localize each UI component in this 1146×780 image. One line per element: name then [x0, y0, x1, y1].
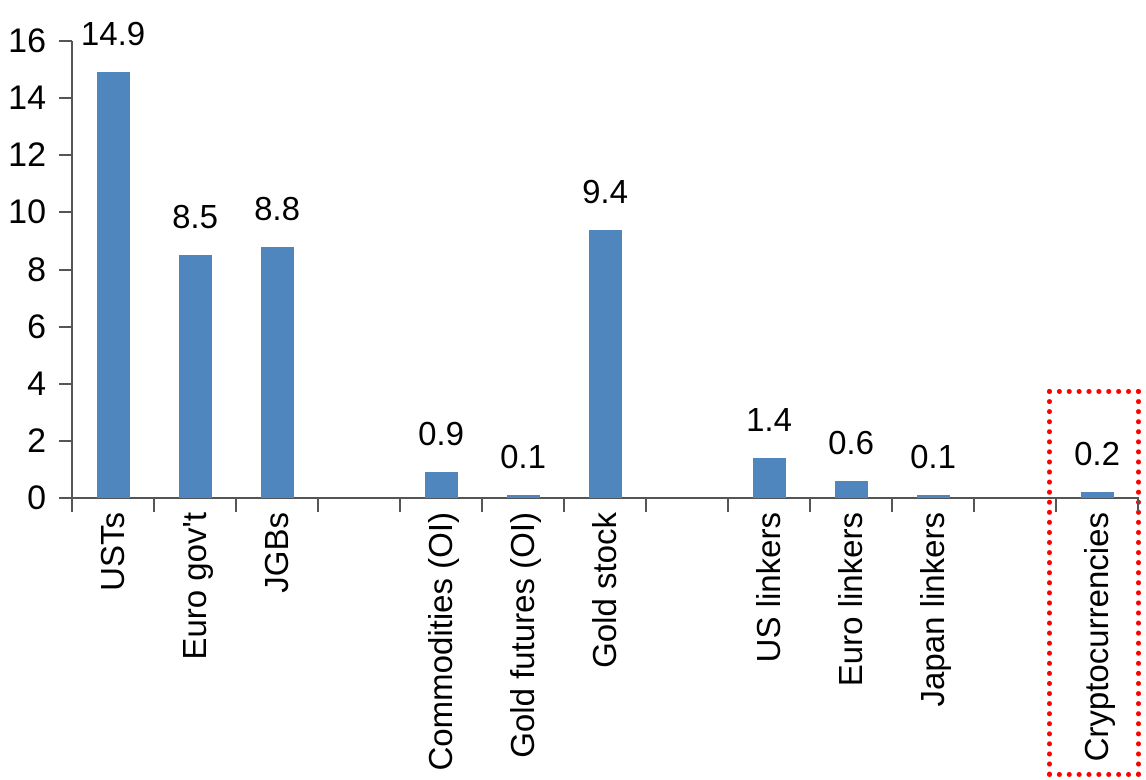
category-label-japan-linkers: Japan linkers — [914, 512, 951, 707]
bar-euro-gov-t — [179, 255, 212, 498]
x-axis-tick — [973, 498, 975, 512]
y-axis-tick-label: 8 — [27, 250, 46, 289]
y-axis-tick — [59, 325, 72, 328]
y-axis-tick — [59, 154, 72, 157]
x-axis-tick — [399, 498, 401, 512]
x-axis-tick — [1137, 498, 1139, 512]
x-axis-tick — [563, 498, 565, 512]
y-axis-tick — [59, 497, 72, 499]
y-axis-tick — [59, 382, 72, 385]
category-label-jgbs: JGBs — [258, 512, 295, 593]
y-axis-line — [71, 41, 73, 512]
y-axis-tick-label: 12 — [8, 136, 46, 175]
x-axis-tick — [235, 498, 237, 512]
y-axis-tick — [59, 268, 72, 271]
value-label-euro-linkers: 0.6 — [828, 424, 874, 461]
x-axis-tick — [727, 498, 729, 512]
y-axis-tick-label: 14 — [8, 79, 46, 118]
y-axis-tick-label: 16 — [8, 22, 46, 60]
category-label-gold-futures-oi: Gold futures (OI) — [504, 512, 541, 758]
x-axis-tick — [891, 498, 893, 512]
x-axis-tick — [645, 498, 647, 512]
y-axis-tick — [59, 439, 72, 442]
category-label-us-linkers: US linkers — [750, 512, 787, 663]
value-label-gold-futures-oi: 0.1 — [500, 438, 546, 475]
bar-commodities-oi — [425, 472, 458, 498]
y-axis-tick-label: 10 — [8, 193, 46, 232]
y-axis-tick — [59, 97, 72, 100]
category-label-usts: USTs — [94, 512, 131, 591]
x-axis-tick — [809, 498, 811, 512]
value-label-japan-linkers: 0.1 — [910, 438, 956, 475]
bar-euro-linkers — [835, 481, 868, 498]
category-label-commodities-oi: Commodities (OI) — [422, 512, 459, 771]
value-label-cryptocurrencies: 0.2 — [1074, 435, 1120, 472]
x-axis-line — [71, 497, 1139, 499]
x-axis-tick — [481, 498, 483, 512]
category-label-gold-stock: Gold stock — [586, 512, 623, 668]
value-label-euro-gov-t: 8.5 — [172, 198, 218, 235]
value-label-gold-stock: 9.4 — [582, 173, 628, 210]
y-axis-tick-label: 2 — [27, 421, 46, 460]
x-axis-tick — [71, 498, 73, 512]
x-axis-tick — [317, 498, 319, 512]
category-label-cryptocurrencies: Cryptocurrencies — [1078, 512, 1115, 762]
bar-cryptocurrencies — [1081, 492, 1114, 498]
y-axis-tick — [59, 211, 72, 214]
y-axis-tick — [59, 40, 72, 42]
y-axis-tick-label: 6 — [27, 307, 46, 346]
highlight-box — [1047, 389, 1141, 777]
bar-gold-futures-oi — [507, 495, 540, 498]
bar-us-linkers — [753, 458, 786, 498]
bar-gold-stock — [589, 230, 622, 498]
value-label-jgbs: 8.8 — [254, 190, 300, 227]
x-axis-tick — [1055, 498, 1057, 512]
category-label-euro-linkers: Euro linkers — [832, 512, 869, 687]
bar-japan-linkers — [917, 495, 950, 498]
x-axis-tick — [153, 498, 155, 512]
value-label-usts: 14.9 — [80, 15, 146, 52]
bar-usts — [97, 72, 130, 498]
value-label-commodities-oi: 0.9 — [418, 415, 464, 452]
y-axis-tick-label: 4 — [27, 364, 46, 403]
bar-jgbs — [261, 247, 294, 498]
y-axis-tick-label: 0 — [27, 479, 46, 517]
value-label-us-linkers: 1.4 — [746, 401, 792, 438]
category-label-euro-gov-t: Euro gov't — [176, 512, 213, 660]
